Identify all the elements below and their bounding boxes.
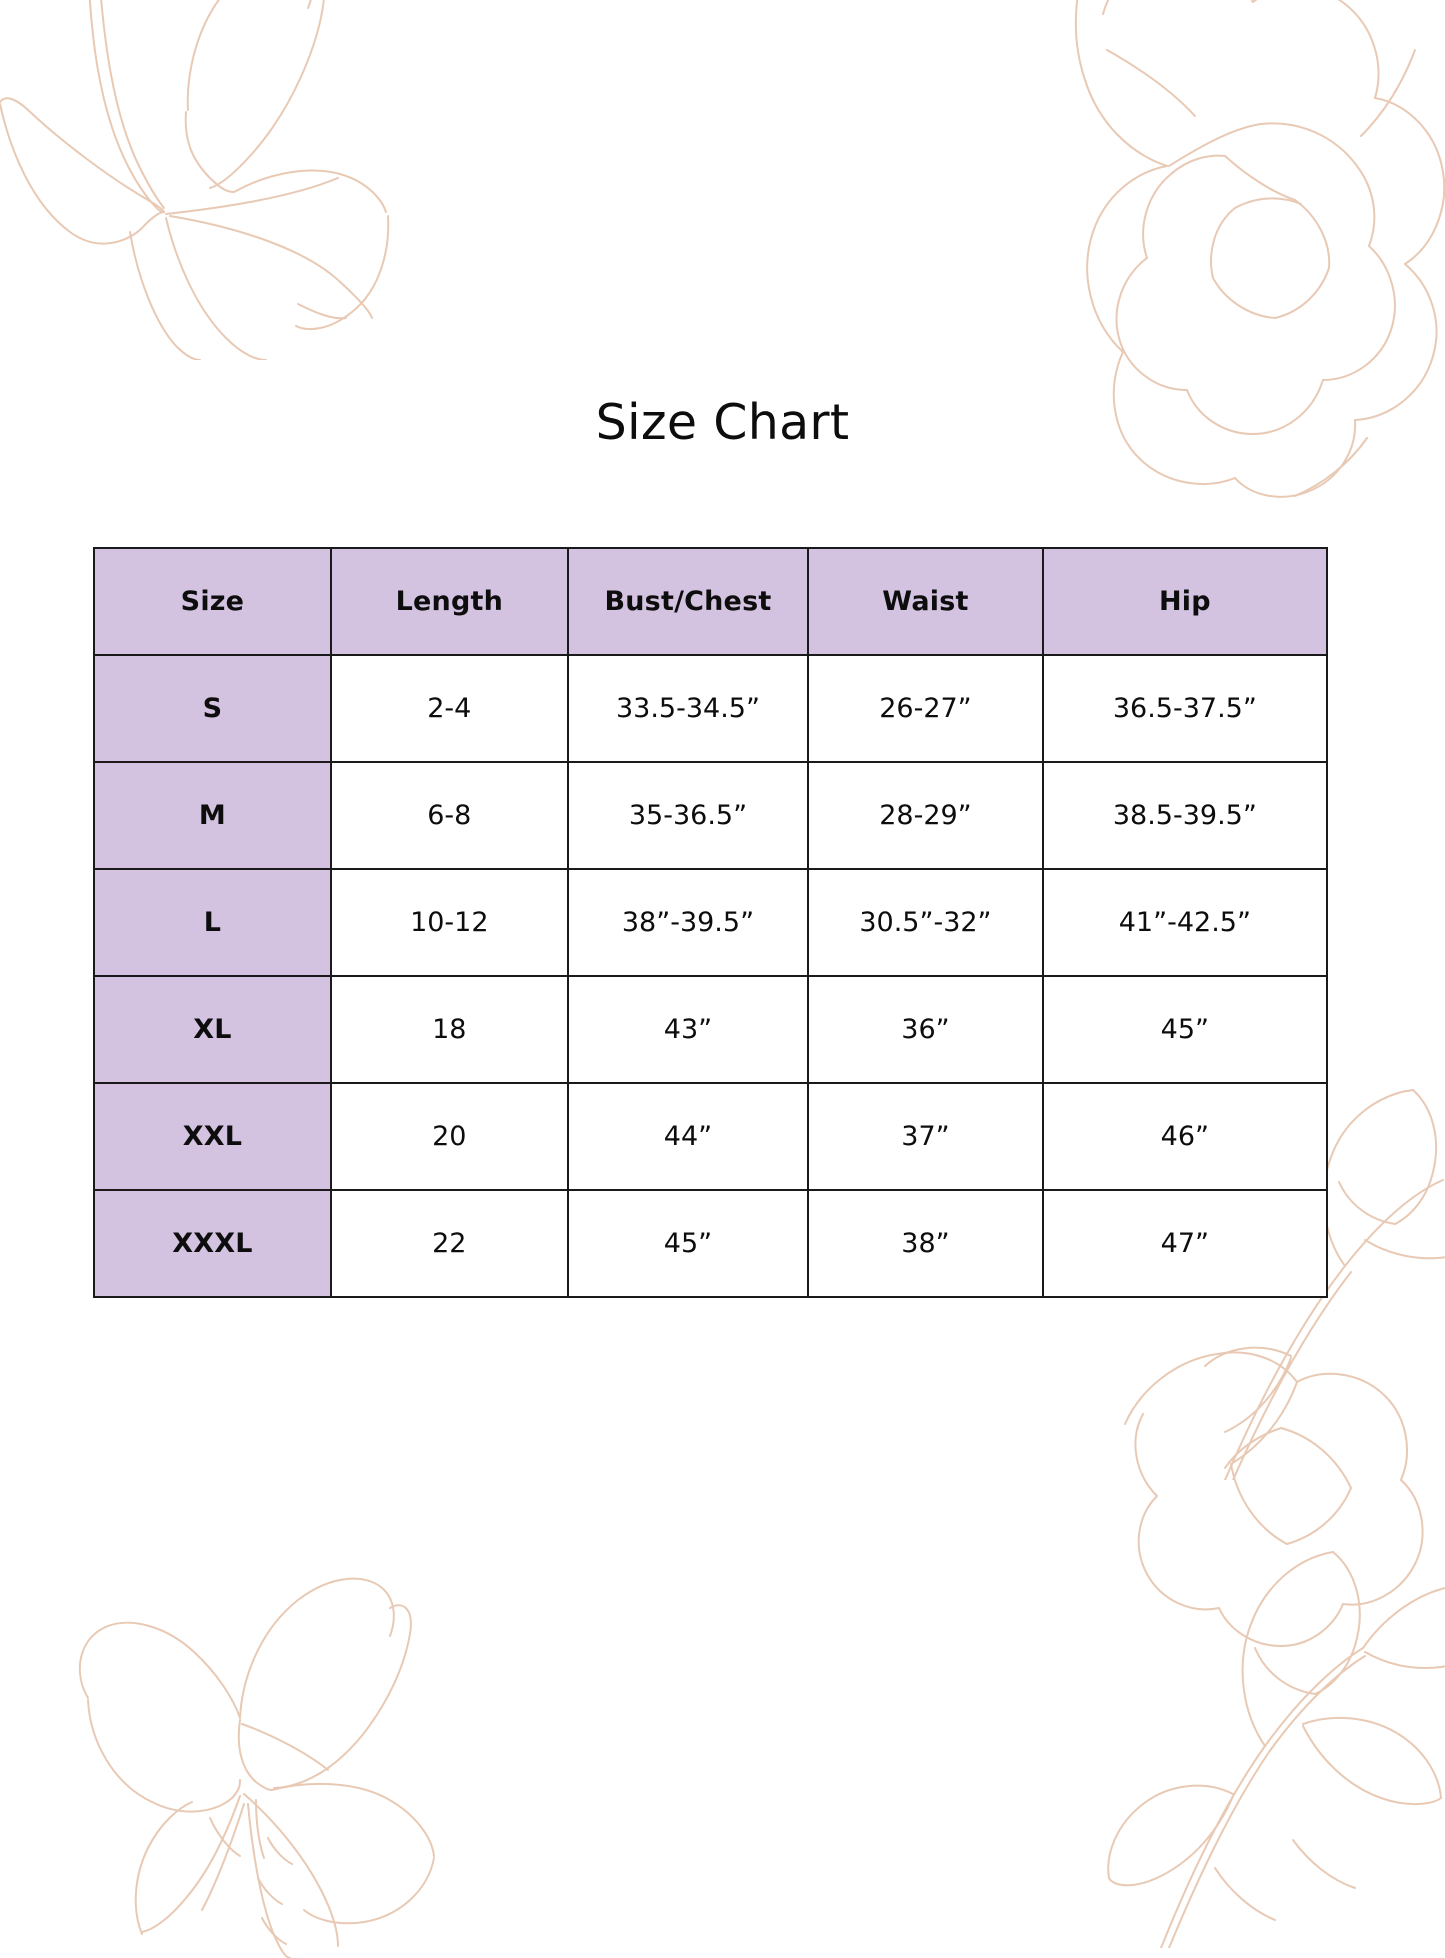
cell-length: 6-8	[329, 761, 569, 870]
table-row: L 10-12 38”-39.5” 30.5”-32” 41”-42.5”	[93, 868, 1329, 977]
cell-bust-chest: 45”	[566, 1189, 810, 1298]
cell-length: 22	[329, 1189, 569, 1298]
cell-size: S	[93, 654, 332, 763]
cell-bust-chest: 44”	[566, 1082, 810, 1191]
table-row: XXXL 22 45” 38” 47”	[93, 1189, 1329, 1298]
table-header-row: Size Length Bust/Chest Waist Hip	[93, 547, 1329, 656]
cell-hip: 45”	[1041, 975, 1329, 1084]
cell-length: 20	[329, 1082, 569, 1191]
column-header-waist: Waist	[807, 547, 1044, 656]
cell-length: 18	[329, 975, 569, 1084]
page-title: Size Chart	[595, 394, 850, 451]
cell-length: 2-4	[329, 654, 569, 763]
cell-waist: 36”	[807, 975, 1044, 1084]
table-row: XL 18 43” 36” 45”	[93, 975, 1329, 1084]
cell-waist: 28-29”	[807, 761, 1044, 870]
cell-size: M	[93, 761, 332, 870]
table-row: XXL 20 44” 37” 46”	[93, 1082, 1329, 1191]
table-row: S 2-4 33.5-34.5” 26-27” 36.5-37.5”	[93, 654, 1329, 763]
cell-size: XXXL	[93, 1189, 332, 1298]
size-chart-table-wrapper: Size Length Bust/Chest Waist Hip S 2-4 3…	[93, 547, 1329, 1298]
cell-bust-chest: 38”-39.5”	[566, 868, 810, 977]
cell-hip: 41”-42.5”	[1041, 868, 1329, 977]
table-body: S 2-4 33.5-34.5” 26-27” 36.5-37.5” M 6-8…	[93, 654, 1329, 1298]
table-header: Size Length Bust/Chest Waist Hip	[93, 547, 1329, 656]
cell-bust-chest: 43”	[566, 975, 810, 1084]
cell-hip: 47”	[1041, 1189, 1329, 1298]
cell-waist: 37”	[807, 1082, 1044, 1191]
cell-hip: 38.5-39.5”	[1041, 761, 1329, 870]
size-chart-table: Size Length Bust/Chest Waist Hip S 2-4 3…	[93, 547, 1329, 1298]
column-header-bust-chest: Bust/Chest	[566, 547, 810, 656]
cell-hip: 36.5-37.5”	[1041, 654, 1329, 763]
cell-bust-chest: 35-36.5”	[566, 761, 810, 870]
cell-length: 10-12	[329, 868, 569, 977]
cell-bust-chest: 33.5-34.5”	[566, 654, 810, 763]
cell-size: XL	[93, 975, 332, 1084]
column-header-size: Size	[93, 547, 332, 656]
cell-waist: 30.5”-32”	[807, 868, 1044, 977]
column-header-length: Length	[329, 547, 569, 656]
cell-size: XXL	[93, 1082, 332, 1191]
size-chart-page: Size Chart Size Length Bust/Chest Waist …	[93, 394, 1329, 1298]
cell-hip: 46”	[1041, 1082, 1329, 1191]
cell-waist: 26-27”	[807, 654, 1044, 763]
cell-size: L	[93, 868, 332, 977]
table-row: M 6-8 35-36.5” 28-29” 38.5-39.5”	[93, 761, 1329, 870]
column-header-hip: Hip	[1041, 547, 1329, 656]
cell-waist: 38”	[807, 1189, 1044, 1298]
